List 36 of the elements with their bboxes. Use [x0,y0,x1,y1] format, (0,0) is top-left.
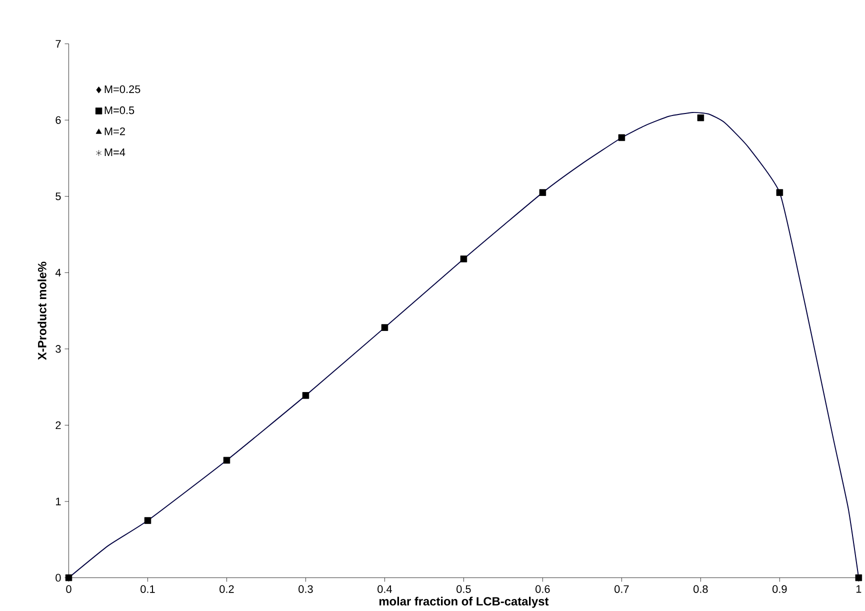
point [776,189,784,196]
legend-label: M=0.5 [104,106,134,114]
x-tick-label: 1 [856,585,862,593]
x-tick-label: 0.6 [536,585,550,593]
x-tick-label: 0.3 [298,585,313,593]
point [223,456,230,464]
x-tick-label: 0.5 [456,585,471,593]
y-tick-label: 3 [56,344,61,353]
legend-label: M=4 [104,148,126,156]
point [65,574,72,582]
point [460,255,468,262]
legend-label: M=2 [104,127,125,135]
x-tick-label: 0 [66,585,72,593]
x-tick-label: 0.7 [614,585,629,593]
point [697,114,704,122]
y-tick-label: 1 [56,498,61,506]
x-tick-label: 0.4 [378,585,392,593]
point [855,574,862,582]
x-tick-label: 0.2 [220,585,234,593]
x-tick-label: 0.8 [694,585,708,593]
point [302,392,310,399]
y-tick-label: 6 [56,116,61,124]
x-tick-label: 0.9 [772,585,787,593]
point [539,189,546,196]
y-tick-label: 4 [55,268,61,276]
x-axis-title: molar fraction of LCB-catalyst [379,596,549,608]
legend-label: M=0.25 [104,85,140,94]
y-tick-label: 7 [56,40,61,48]
y-tick-label: 5 [56,192,61,200]
y-axis-title: X-Product mole% [38,262,46,360]
point [144,517,152,524]
y-tick-label: 2 [56,421,61,429]
x-tick-label: 0.1 [140,585,155,593]
point [618,134,626,141]
point [381,324,388,331]
y-tick-label: 0 [56,574,61,582]
